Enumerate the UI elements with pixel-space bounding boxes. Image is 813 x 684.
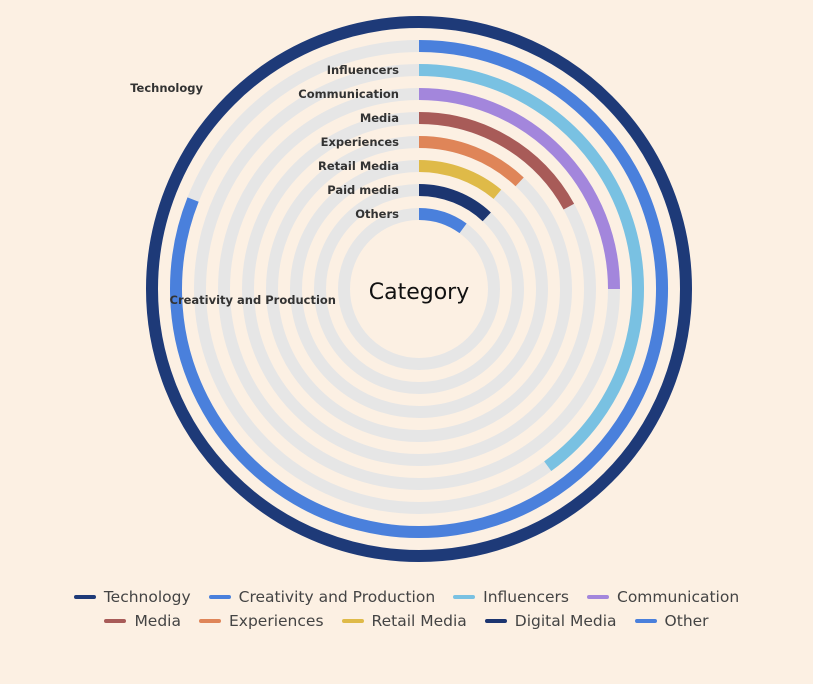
legend-item-technology[interactable]: Technology <box>73 588 191 606</box>
ring-label-influencers: Influencers <box>327 63 399 77</box>
bar-technology[interactable] <box>146 16 692 562</box>
ring-label-communication: Communication <box>298 87 399 101</box>
legend-item-communication[interactable]: Communication <box>587 588 739 606</box>
legend-swatch <box>634 619 657 623</box>
bar-media[interactable] <box>418 112 575 210</box>
center-label: Category <box>369 280 470 305</box>
legend-label: Retail Media <box>371 612 467 630</box>
legend-item-creativity-and-production[interactable]: Creativity and Production <box>208 588 436 606</box>
legend-swatch <box>341 619 364 623</box>
legend-label: Other <box>664 612 709 630</box>
ring-label-paid-media: Paid media <box>327 183 399 197</box>
legend-swatch <box>453 595 476 599</box>
bar-creativity-and-production[interactable] <box>170 40 668 538</box>
bar-others[interactable] <box>418 208 467 234</box>
legend-swatch <box>104 619 127 623</box>
legend-label: Communication <box>617 588 740 606</box>
ring-label-retail-media: Retail Media <box>318 159 399 173</box>
bar-influencers[interactable] <box>418 64 644 472</box>
legend-label: Digital Media <box>514 612 617 630</box>
ring-label-experiences: Experiences <box>321 135 400 149</box>
legend-item-experiences[interactable]: Experiences <box>199 612 324 630</box>
legend-swatch <box>587 595 609 599</box>
bar-paid-media[interactable] <box>418 184 491 222</box>
bar-retail-media[interactable] <box>418 160 502 199</box>
legend-item-other[interactable]: Other <box>634 612 709 630</box>
ring-label-others: Others <box>355 207 399 221</box>
legend-swatch <box>73 595 96 599</box>
legend-label: Creativity and Production <box>238 588 436 606</box>
legend-label: Media <box>134 612 181 630</box>
legend-swatch <box>199 619 221 623</box>
legend-label: Experiences <box>229 612 324 630</box>
radial-bar-chart: Technology Creativity and Production Influ… <box>130 16 692 562</box>
ring-bars <box>146 16 692 562</box>
legend-row: Technology Creativity and Production Influ… <box>73 588 739 606</box>
legend-label: Influencers <box>483 588 569 606</box>
legend-item-digital-media[interactable]: Digital Media <box>484 612 617 630</box>
legend-swatch <box>484 619 507 623</box>
legend-item-influencers[interactable]: Influencers <box>453 588 569 606</box>
legend-row: Media Experiences Retail Media Digital Medi… <box>104 612 709 630</box>
bar-communication[interactable] <box>418 88 620 290</box>
ring-label-technology: Technology <box>130 81 203 95</box>
legend-swatch <box>208 595 231 599</box>
legend: Technology Creativity and Production Influ… <box>0 588 813 630</box>
legend-label: Technology <box>103 588 191 606</box>
bar-experiences[interactable] <box>418 136 524 187</box>
ring-labels: Technology Creativity and Production Influ… <box>130 63 399 307</box>
legend-item-media[interactable]: Media <box>104 612 181 630</box>
ring-label-media: Media <box>360 111 399 125</box>
legend-item-retail-media[interactable]: Retail Media <box>341 612 467 630</box>
ring-label-creativity-and-production: Creativity and Production <box>170 293 337 307</box>
